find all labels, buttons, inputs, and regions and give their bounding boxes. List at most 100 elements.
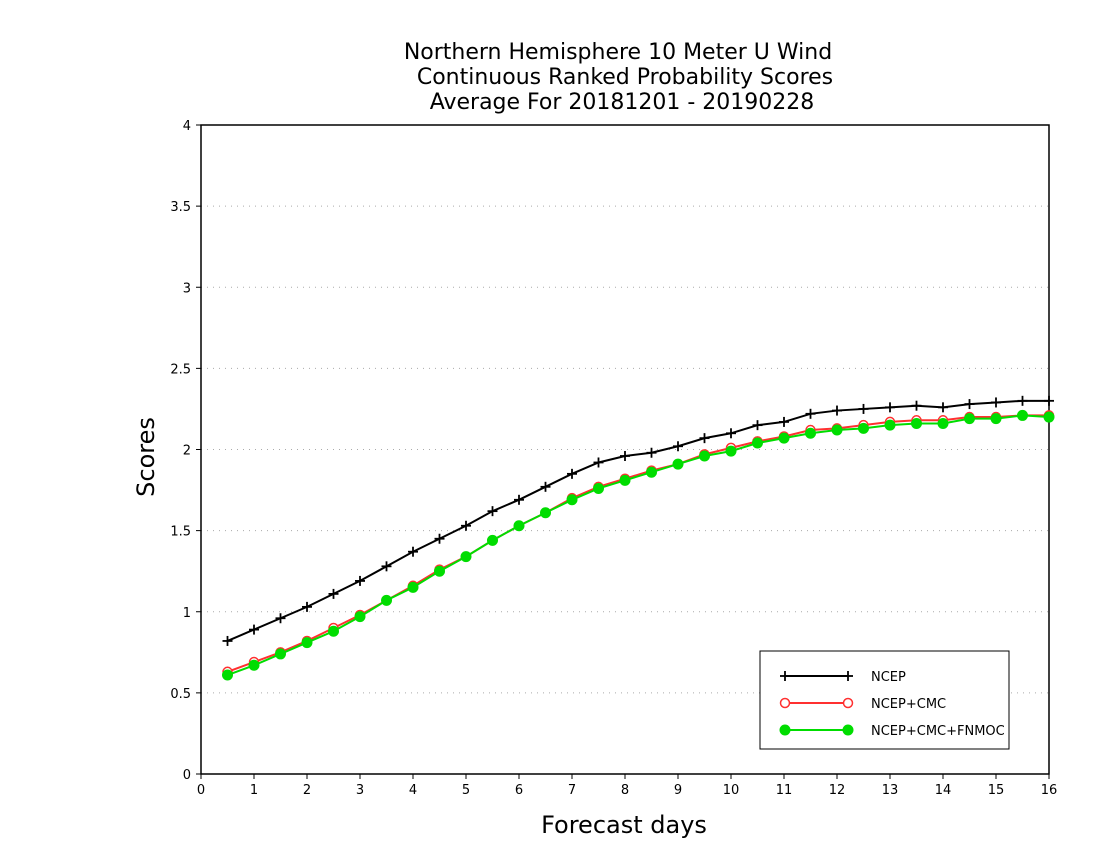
data-point [911, 400, 922, 411]
data-point [752, 437, 763, 449]
data-point [593, 482, 604, 494]
data-point [620, 450, 630, 461]
data-point [461, 520, 471, 531]
data-point [937, 418, 949, 430]
data-point [328, 588, 339, 599]
data-point [646, 447, 657, 458]
data-point [726, 428, 736, 439]
y-tick-label: 4 [183, 119, 191, 134]
x-tick-label: 2 [303, 783, 311, 798]
y-tick-label: 1.5 [170, 525, 191, 540]
legend-marker [780, 671, 790, 681]
data-point [408, 546, 418, 557]
legend-box [759, 650, 1010, 750]
data-point [831, 424, 843, 436]
series-ncep-cmc-fnmoc [222, 409, 1055, 681]
data-point [805, 408, 816, 419]
legend-label: NCEP [871, 670, 906, 685]
data-point [646, 466, 657, 478]
x-tick-label: 0 [197, 783, 205, 798]
x-tick-label: 3 [356, 783, 364, 798]
data-point [381, 561, 392, 572]
data-point [778, 432, 790, 444]
x-axis-label: Forecast days [541, 811, 707, 839]
data-point [964, 413, 975, 425]
data-point [990, 413, 1002, 425]
series-group [222, 395, 1055, 681]
data-point [487, 534, 498, 546]
data-point [328, 625, 339, 637]
data-point [1017, 409, 1028, 421]
data-point [434, 533, 445, 544]
chart-title-line-2: Continuous Ranked Probability Scores [417, 65, 833, 90]
data-point [275, 648, 286, 660]
data-point [725, 445, 737, 457]
data-point [858, 422, 869, 434]
data-point [248, 659, 260, 671]
data-point [964, 399, 975, 410]
data-point [540, 481, 551, 492]
data-point [301, 637, 313, 649]
data-point [699, 433, 710, 444]
x-tick-label: 1 [250, 783, 258, 798]
data-point [832, 405, 842, 416]
data-point [354, 611, 366, 623]
data-point [249, 624, 259, 635]
y-tick-label: 1 [183, 606, 191, 621]
x-tick-label: 6 [515, 783, 523, 798]
data-point [434, 565, 445, 577]
x-tick-label: 12 [829, 783, 846, 798]
legend-entry: NCEP+CMC+FNMOC [779, 724, 1005, 739]
data-point [355, 575, 365, 586]
data-point [566, 494, 578, 506]
data-point [938, 402, 948, 413]
legend-entry: NCEP [780, 670, 906, 685]
x-tick-label: 11 [776, 783, 793, 798]
legend-marker [842, 697, 854, 709]
series-ncep-cmc [222, 410, 1055, 678]
x-tick-label: 7 [568, 783, 576, 798]
y-tick-label: 3 [183, 281, 191, 296]
data-point [1017, 395, 1028, 406]
legend-label: NCEP+CMC [871, 697, 946, 712]
data-point [487, 506, 498, 517]
y-tick-label: 2.5 [170, 362, 191, 377]
x-tick-label: 13 [882, 783, 899, 798]
data-point [222, 669, 233, 681]
axis-ticks: 00.511.522.533.540 1 2 3 4 5 6 7 8 9 10 11 12 13 14 15 1… [170, 119, 1057, 798]
data-point [1044, 395, 1054, 406]
data-point [991, 397, 1001, 408]
data-point [752, 420, 763, 431]
x-tick-label: 4 [409, 783, 417, 798]
data-point [275, 613, 286, 624]
legend-marker [842, 724, 854, 736]
chart-title-line-1: Northern Hemisphere 10 Meter U Wind [404, 40, 832, 65]
data-point [779, 416, 789, 427]
legend-marker [843, 671, 853, 681]
legend-marker [779, 724, 791, 736]
x-tick-label: 5 [462, 783, 470, 798]
legend-marker [779, 697, 791, 709]
legend-entry: NCEP+CMC [779, 697, 946, 712]
data-point [514, 494, 524, 505]
data-point [567, 468, 577, 479]
data-point [1043, 411, 1055, 423]
data-point [593, 457, 604, 468]
legend: NCEP NCEP+CMC NCEP+CMC+FNMOC [759, 650, 1010, 750]
chart-title-line-3: Average For 20181201 - 20190228 [430, 90, 815, 115]
y-tick-label: 0 [183, 768, 191, 783]
legend-label: NCEP+CMC+FNMOC [871, 724, 1005, 739]
series-ncep [222, 395, 1054, 646]
data-point [540, 507, 551, 519]
y-tick-label: 2 [183, 444, 191, 459]
gridlines [201, 124, 1049, 694]
x-tick-label: 15 [988, 783, 1005, 798]
data-point [460, 551, 472, 563]
x-tick-label: 8 [621, 783, 629, 798]
data-point [513, 520, 525, 532]
x-tick-label: 14 [935, 783, 952, 798]
data-point [222, 635, 233, 646]
data-point [673, 441, 683, 452]
data-point [381, 594, 392, 606]
